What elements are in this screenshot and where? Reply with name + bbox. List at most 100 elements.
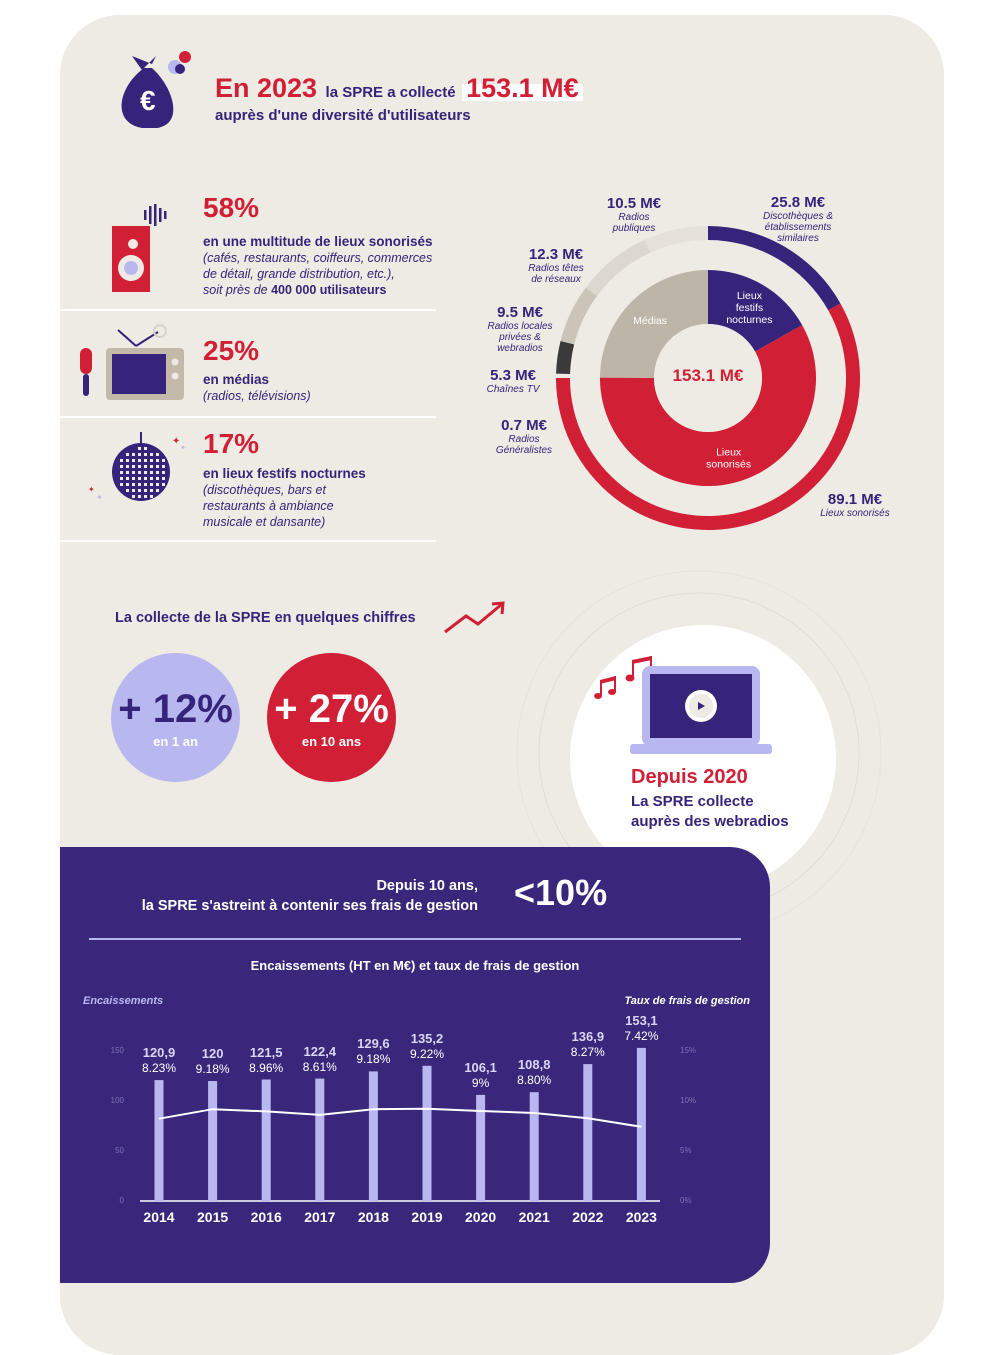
y-tick-label: 150 <box>110 1046 124 1055</box>
donut-outer-slice-6 <box>644 226 708 253</box>
cat3-title: en lieux festifs nocturnes <box>203 466 366 481</box>
svg-text:✦: ✦ <box>96 493 103 502</box>
bar-value-label: 129,6 <box>357 1036 390 1052</box>
donut-inner-slice-0 <box>708 270 803 352</box>
fees-line1: Depuis 10 ans, <box>376 878 478 894</box>
donut-label-name: Généralistes <box>495 445 553 456</box>
separator <box>60 309 436 311</box>
cat1-extra-prefix: soit près de <box>203 283 272 297</box>
fees-statement: Depuis 10 ans, la SPRE s'astreint à cont… <box>90 876 478 916</box>
header-subline: auprès d'une diversité d'utilisateurs <box>215 107 471 124</box>
donut-outer-slice-5 <box>585 239 651 297</box>
rate-value-label: 8.96% <box>249 1060 284 1075</box>
donut-label-discotheques: 25.8 M€ Discothèques & établissements si… <box>752 194 844 244</box>
donut-inner-slice-2 <box>600 270 708 378</box>
bar-value-label: 120 <box>201 1046 224 1061</box>
y-tick-label: 50 <box>115 1146 124 1155</box>
svg-text:€: € <box>140 85 156 116</box>
rate-value-label: 8.80% <box>517 1073 552 1088</box>
stat-ten-years-value: + 27% <box>274 687 389 731</box>
donut-outer-slice-2 <box>556 373 571 378</box>
cat3-desc-line: musicale et dansante) <box>203 515 326 529</box>
tv-microphone-icon <box>80 324 184 400</box>
cat3-desc-line: (discothèques, bars et <box>203 483 326 497</box>
fees-panel <box>60 847 770 1283</box>
x-tick-label: 2016 <box>250 1209 282 1225</box>
header-amount: 153.1 M€ <box>466 73 579 103</box>
donut-label-name: Radios <box>618 212 650 223</box>
header-title: En 2023 la SPRE a collecté 153.1 M€ <box>215 73 583 104</box>
bar-value-label: 121,5 <box>249 1044 283 1060</box>
y-tick-label: 0 <box>119 1196 124 1205</box>
donut-label-value: 9.5 M€ <box>497 304 543 321</box>
chart-title: Encaissements (HT en M€) et taux de frai… <box>250 958 580 973</box>
rate-value-label: 9% <box>471 1075 490 1090</box>
chart-ylabel: Encaissements <box>83 995 164 1007</box>
bar-value-label: 108,8 <box>517 1057 551 1073</box>
donut-inner-label-2: Médias <box>633 315 667 327</box>
panel-divider <box>89 938 741 940</box>
rate-value-label: 8.27% <box>570 1045 605 1060</box>
x-tick-label: 2022 <box>572 1209 604 1225</box>
y-tick-label: 100 <box>110 1096 124 1105</box>
stat-ten-years: + 27% en 10 ans <box>267 653 396 782</box>
donut-label-radios-locales: 9.5 M€ Radios locales privées & webradio… <box>480 304 560 354</box>
cat1-extra-bold: 400 000 utilisateurs <box>271 283 387 297</box>
donut-label-name: privées & <box>499 332 541 343</box>
bar-value-label: 106,1 <box>464 1059 497 1075</box>
x-tick-label: 2017 <box>304 1209 336 1225</box>
cat3-pct: 17% <box>203 428 260 459</box>
cat1-desc-line: de détail, grande distribution, etc.), <box>203 267 395 281</box>
x-tick-label: 2019 <box>411 1209 443 1225</box>
cat1-pct: 58% <box>203 192 260 223</box>
chart-y2label: Taux de frais de gestion <box>624 995 750 1007</box>
cat2-desc: (radios, télévisions) <box>203 389 311 403</box>
donut-label-name: Lieux sonorisés <box>820 508 890 519</box>
donut-label-radios-generalistes: 0.7 M€ Radios Généralistes <box>486 417 562 456</box>
stat-one-year: + 12% en 1 an <box>111 653 240 782</box>
donut-label-name: similaires <box>777 233 819 244</box>
donut-label-name: de réseaux <box>531 274 581 285</box>
donut-label-name: webradios <box>497 343 543 354</box>
rate-value-label: 7.42% <box>624 1028 659 1043</box>
donut-label-name: Chaînes TV <box>486 384 540 395</box>
cat1-desc-line: (cafés, restaurants, coiffeurs, commerce… <box>203 251 433 265</box>
rate-value-label: 8.23% <box>141 1061 177 1076</box>
cat2-pct: 25% <box>203 335 260 366</box>
rate-value-label: 9.22% <box>409 1046 445 1061</box>
svg-text:✦: ✦ <box>88 485 95 494</box>
header-middle: la SPRE a collecté <box>325 84 456 101</box>
header-year: En 2023 <box>215 73 318 103</box>
donut-center-label: 153.1 M€ <box>672 366 744 385</box>
stat-one-year-label: en 1 an <box>153 734 198 749</box>
donut-label-name: Radios locales <box>487 321 553 332</box>
donut-outer-slice-3 <box>556 340 575 375</box>
bar-value-label: 153,1 <box>625 1012 658 1028</box>
x-tick-label: 2015 <box>197 1209 229 1225</box>
donut-outer-slice-0 <box>708 226 841 311</box>
x-tick-label: 2023 <box>625 1209 657 1225</box>
x-tick-label: 2014 <box>143 1209 175 1225</box>
donut-outer-slice-4 <box>560 287 597 345</box>
donut-label-value: 5.3 M€ <box>490 367 536 384</box>
donut-label-value: 89.1 M€ <box>827 491 883 508</box>
cat2-title: en médias <box>203 372 270 387</box>
donut-label-value: 10.5 M€ <box>606 195 662 212</box>
trend-arrow-icon <box>444 601 505 634</box>
webradio-line: La SPRE collecte <box>631 793 754 810</box>
donut-label-name: Discothèques & <box>762 211 834 222</box>
separator <box>60 540 436 542</box>
rate-value-label: 8.61% <box>302 1059 337 1074</box>
donut-label-lieux-sonorises: 89.1 M€ Lieux sonorisés <box>808 491 902 519</box>
donut-label-chaines-tv: 5.3 M€ Chaînes TV <box>476 367 550 395</box>
cat1-title: en une multitude de lieux sonorisés <box>203 234 433 249</box>
donut-inner-slice-1 <box>600 325 816 486</box>
y2-tick-label: 15% <box>680 1046 697 1055</box>
donut-inner-label-0: Lieux festifs nocturnes <box>726 290 772 326</box>
donut-hole <box>654 324 762 432</box>
donut-chart: Lieux festifs nocturnes Lieux sonorisés Média… <box>556 226 860 530</box>
svg-text:✦: ✦ <box>172 436 180 447</box>
separator <box>60 416 436 418</box>
donut-label-radios-tetes: 12.3 M€ Radios têtes de réseaux <box>516 246 596 285</box>
fees-big: <10% <box>514 872 608 913</box>
